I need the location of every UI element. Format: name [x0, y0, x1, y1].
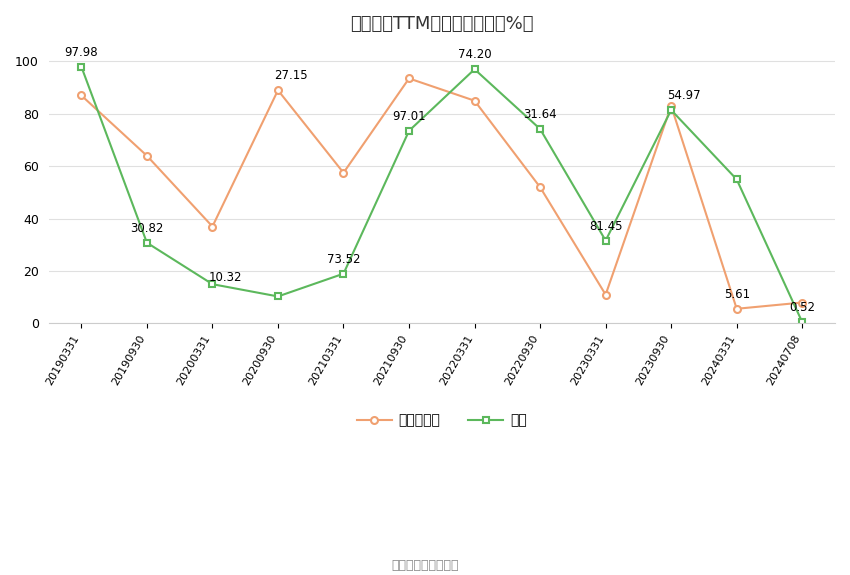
行业中位数 [469, 97, 479, 104]
Text: 54.97: 54.97 [667, 89, 701, 102]
Text: 10.32: 10.32 [209, 271, 242, 284]
Line: 行业中位数: 行业中位数 [78, 75, 806, 312]
公司 [601, 237, 611, 244]
行业中位数 [404, 75, 414, 82]
Text: 30.82: 30.82 [130, 222, 163, 235]
Text: 0.52: 0.52 [790, 301, 815, 315]
公司 [469, 66, 479, 72]
Text: 74.20: 74.20 [458, 48, 491, 62]
行业中位数 [273, 87, 283, 94]
公司 [732, 176, 742, 183]
Text: 81.45: 81.45 [589, 220, 622, 233]
行业中位数 [732, 305, 742, 312]
行业中位数 [142, 152, 152, 159]
Title: 市净率（TTM）历史百分位（%）: 市净率（TTM）历史百分位（%） [350, 15, 534, 33]
Text: 27.15: 27.15 [275, 70, 308, 82]
行业中位数 [535, 184, 545, 191]
Text: 97.98: 97.98 [65, 46, 99, 59]
公司 [535, 125, 545, 132]
行业中位数 [338, 169, 348, 176]
公司 [797, 319, 808, 325]
公司 [76, 63, 87, 70]
公司 [142, 239, 152, 246]
行业中位数 [76, 92, 87, 99]
Line: 公司: 公司 [78, 63, 806, 325]
公司 [338, 270, 348, 277]
Text: 73.52: 73.52 [326, 253, 360, 266]
公司 [666, 106, 677, 113]
公司 [273, 293, 283, 300]
行业中位数 [207, 223, 218, 230]
行业中位数 [666, 102, 677, 109]
公司 [207, 281, 218, 288]
Text: 数据来源：恒生聚源: 数据来源：恒生聚源 [391, 559, 459, 572]
Text: 31.64: 31.64 [524, 108, 557, 121]
Legend: 行业中位数, 公司: 行业中位数, 公司 [351, 408, 532, 433]
Text: 5.61: 5.61 [723, 288, 750, 301]
行业中位数 [797, 299, 808, 306]
公司 [404, 127, 414, 134]
行业中位数 [601, 291, 611, 298]
Text: 97.01: 97.01 [392, 110, 426, 123]
